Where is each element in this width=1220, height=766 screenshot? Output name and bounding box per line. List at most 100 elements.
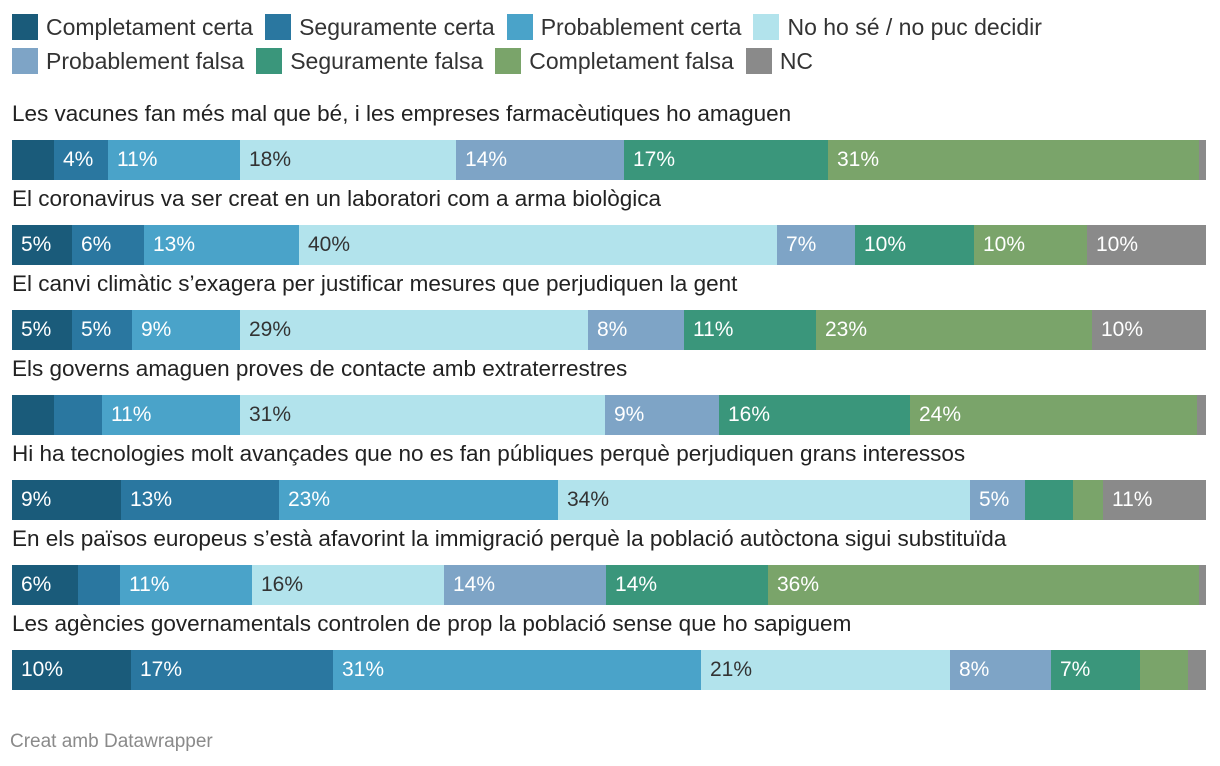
bar-segment [54, 395, 102, 435]
stacked-bar: 11% 31% 9% 16% 24% [12, 395, 1206, 435]
bar-segment: 9% [132, 310, 240, 350]
legend-item: Completament certa [12, 14, 253, 41]
bar-segment: 24% [910, 395, 1197, 435]
bar-segment [1140, 650, 1188, 690]
bar-segment: 34% [558, 480, 970, 520]
category-label: Hi ha tecnologies molt avançades que no … [12, 441, 966, 466]
bar-segment [1025, 480, 1073, 520]
bar-segment: 8% [588, 310, 684, 350]
data-label: 23% [288, 488, 331, 511]
stacked-bar-chart: Les vacunes fan més mal que bé, i les em… [0, 95, 1220, 690]
category-label: El coronavirus va ser creat en un labora… [12, 186, 662, 211]
bar-segment: 5% [12, 310, 72, 350]
legend-label: NC [779, 47, 814, 74]
bar-segment: 14% [444, 565, 606, 605]
bar-segment: 7% [777, 225, 855, 265]
data-label: 21% [710, 658, 753, 681]
bar-segment [1197, 395, 1206, 435]
bar-segment: 10% [1092, 310, 1206, 350]
bar-segment: 11% [120, 565, 252, 605]
legend-swatch [12, 48, 38, 74]
bar-segment: 4% [54, 140, 108, 180]
data-label: 11% [117, 148, 158, 171]
legend-swatch [506, 14, 533, 40]
bar-segment: 8% [950, 650, 1051, 690]
bar-segment: 13% [121, 480, 279, 520]
chart-row: Els governs amaguen proves de contacte a… [0, 350, 1220, 435]
bar-segment: 17% [624, 140, 828, 180]
bar-segment: 11% [684, 310, 816, 350]
legend-item: Probablement falsa [12, 48, 244, 75]
legend-swatch [256, 48, 283, 74]
data-label: 29% [249, 318, 292, 341]
data-label: 16% [261, 573, 304, 596]
chart-row: El canvi climàtic s’exagera per justific… [0, 265, 1220, 350]
bar-segment: 5% [970, 480, 1025, 520]
stacked-bar: 10% 17% 31% 21% 8% 7% [12, 650, 1206, 690]
bar-segment: 9% [12, 480, 121, 520]
legend-label: Completament certa [46, 13, 254, 40]
chart-row: Hi ha tecnologies molt avançades que no … [0, 435, 1220, 520]
bar-segment: 11% [1103, 480, 1206, 520]
data-label: 14% [465, 148, 508, 171]
data-label: 4% [63, 148, 94, 171]
stacked-bar: 4% 11% 18% 14% 17% 31% [12, 140, 1206, 180]
legend-swatch [745, 48, 772, 74]
legend-label: Probablement certa [540, 13, 742, 40]
bar-segment: 31% [240, 395, 605, 435]
data-label: 13% [153, 233, 196, 256]
data-label: 23% [825, 318, 868, 341]
data-label: 31% [249, 403, 292, 426]
bar-segment: 17% [131, 650, 333, 690]
legend-swatch [265, 14, 292, 40]
legend-swatch [12, 14, 38, 40]
bar-segment [1199, 140, 1206, 180]
datawrapper-credit: Creat amb Datawrapper [10, 731, 213, 752]
data-label: 7% [1060, 658, 1091, 681]
bar-segment: 10% [1087, 225, 1206, 265]
category-label: El canvi climàtic s’exagera per justific… [12, 271, 738, 296]
data-label: 9% [614, 403, 645, 426]
bar-segment [1199, 565, 1206, 605]
data-label: 11% [693, 318, 734, 341]
stacked-bar: 5% 5% 9% 29% 8% 11% 23% 10% [12, 310, 1206, 350]
bar-segment: 14% [606, 565, 768, 605]
bar-segment [78, 565, 120, 605]
bar-segment: 7% [1051, 650, 1140, 690]
bar-segment: 5% [72, 310, 132, 350]
chart-row: En els països europeus s’està afavorint … [0, 520, 1220, 605]
data-label: 16% [728, 403, 771, 426]
category-label: Les agències governamentals controlen de… [12, 611, 852, 636]
bar-segment: 6% [12, 565, 78, 605]
category-label: Els governs amaguen proves de contacte a… [12, 356, 628, 381]
data-label: 34% [567, 488, 610, 511]
data-label: 10% [1096, 233, 1139, 256]
bar-segment: 31% [333, 650, 701, 690]
chart-row: Les vacunes fan més mal que bé, i les em… [0, 95, 1220, 180]
bar-segment: 10% [855, 225, 974, 265]
bar-segment: 18% [240, 140, 456, 180]
data-label: 14% [615, 573, 658, 596]
bar-segment: 21% [701, 650, 950, 690]
legend-item: No ho sé / no puc decidir [753, 14, 1042, 41]
data-label: 40% [308, 233, 351, 256]
legend-label: Completament falsa [529, 47, 734, 74]
bar-segment: 31% [828, 140, 1199, 180]
legend-item: NC [745, 47, 814, 75]
data-label: 11% [111, 403, 152, 426]
bar-segment: 5% [12, 225, 72, 265]
bar-segment: 9% [605, 395, 719, 435]
bar-segment [1073, 480, 1103, 520]
bar-segment: 23% [279, 480, 558, 520]
bar-segment [12, 140, 54, 180]
legend-label: Probablement falsa [46, 47, 245, 74]
data-label: 36% [777, 573, 820, 596]
data-label: 31% [342, 658, 385, 681]
chart-legend: Completament certa Seguramente certa Proba… [12, 10, 1212, 78]
stacked-bar: 6% 11% 16% 14% 14% 36% [12, 565, 1206, 605]
data-label: 10% [983, 233, 1026, 256]
stacked-bar: 9% 13% 23% 34% 5% 11% [12, 480, 1206, 520]
bar-segment: 13% [144, 225, 299, 265]
legend-item: Seguramente certa [265, 14, 495, 41]
bar-segment: 11% [102, 395, 240, 435]
